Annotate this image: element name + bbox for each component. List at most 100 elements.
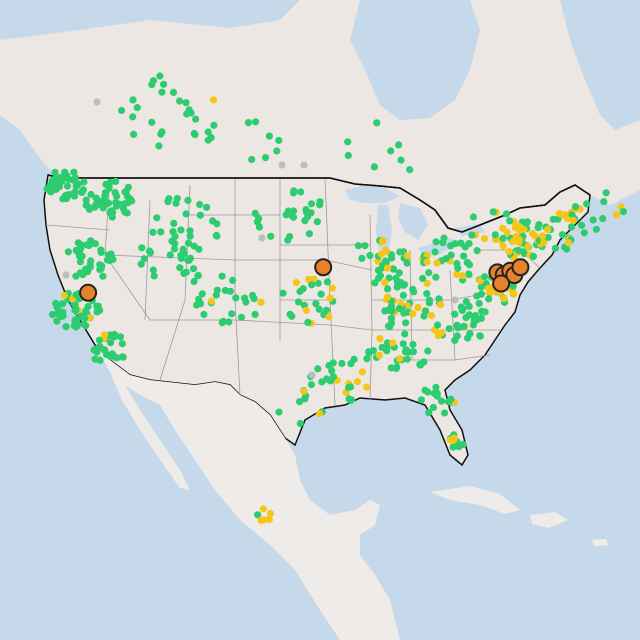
site-marker-good[interactable]	[191, 131, 199, 139]
site-marker-moderate[interactable]	[363, 383, 371, 391]
site-marker-moderate[interactable]	[396, 355, 404, 363]
site-marker-good[interactable]	[87, 190, 95, 199]
site-marker-moderate[interactable]	[310, 275, 318, 283]
site-marker-good[interactable]	[344, 151, 352, 160]
site-marker-good[interactable]	[395, 304, 403, 313]
site-marker-good[interactable]	[146, 249, 154, 257]
site-marker-good[interactable]	[265, 132, 273, 140]
site-marker-good[interactable]	[76, 247, 84, 255]
site-marker-moderate[interactable]	[433, 259, 441, 267]
site-marker-good[interactable]	[447, 251, 455, 259]
site-marker-good[interactable]	[509, 282, 517, 290]
site-marker-moderate[interactable]	[305, 275, 313, 283]
site-marker-good[interactable]	[453, 259, 461, 268]
site-marker-good[interactable]	[176, 264, 184, 272]
site-marker-good[interactable]	[43, 185, 51, 193]
site-marker-good[interactable]	[59, 300, 67, 308]
site-marker-good[interactable]	[345, 383, 353, 392]
site-marker-good[interactable]	[296, 398, 304, 406]
site-marker-good[interactable]	[425, 296, 433, 304]
site-marker-good[interactable]	[409, 340, 417, 349]
site-marker-good[interactable]	[296, 419, 304, 428]
site-marker-good[interactable]	[326, 377, 334, 385]
site-marker-good[interactable]	[72, 272, 80, 280]
site-marker-moderate[interactable]	[569, 216, 578, 225]
site-marker-good[interactable]	[213, 220, 221, 228]
site-marker-good[interactable]	[406, 166, 414, 174]
site-marker-good[interactable]	[160, 80, 168, 88]
site-marker-good[interactable]	[226, 287, 234, 295]
site-marker-moderate[interactable]	[403, 252, 411, 260]
site-marker-good[interactable]	[94, 196, 102, 205]
site-marker-good[interactable]	[469, 213, 478, 221]
site-marker-good[interactable]	[99, 204, 107, 212]
site-marker-good[interactable]	[171, 232, 179, 240]
site-marker-good[interactable]	[468, 231, 476, 239]
site-marker-good[interactable]	[81, 314, 89, 322]
site-marker-good[interactable]	[519, 248, 528, 256]
site-marker-good[interactable]	[113, 192, 121, 200]
site-marker-moderate[interactable]	[515, 226, 524, 234]
site-marker-moderate[interactable]	[515, 236, 524, 244]
site-marker-good[interactable]	[48, 311, 57, 319]
site-marker-good[interactable]	[307, 381, 315, 389]
site-marker-good[interactable]	[464, 259, 472, 267]
site-marker-good[interactable]	[124, 199, 132, 207]
site-marker-good[interactable]	[475, 299, 483, 308]
site-marker-good[interactable]	[54, 182, 62, 190]
site-marker-good[interactable]	[423, 290, 431, 298]
site-marker-moderate[interactable]	[377, 250, 385, 258]
site-marker-good[interactable]	[445, 325, 453, 333]
site-marker-good[interactable]	[98, 262, 106, 270]
site-marker-moderate[interactable]	[209, 96, 218, 104]
unhealthy-site-marker[interactable]	[511, 258, 530, 277]
site-marker-good[interactable]	[433, 392, 441, 400]
site-marker-good[interactable]	[76, 258, 84, 266]
site-marker-moderate[interactable]	[381, 279, 389, 287]
site-marker-good[interactable]	[185, 256, 193, 264]
site-marker-good[interactable]	[94, 302, 102, 310]
site-marker-good[interactable]	[51, 168, 59, 176]
site-marker-good[interactable]	[186, 232, 194, 240]
site-marker-good[interactable]	[200, 310, 208, 319]
site-marker-good[interactable]	[108, 350, 116, 358]
unhealthy-site-marker[interactable]	[314, 258, 333, 277]
site-marker-moderate[interactable]	[353, 378, 361, 386]
site-marker-good[interactable]	[180, 250, 188, 258]
site-marker-good[interactable]	[305, 230, 313, 238]
site-marker-moderate[interactable]	[292, 279, 300, 287]
site-marker-good[interactable]	[225, 318, 233, 326]
site-marker-moderate[interactable]	[528, 229, 537, 237]
site-marker-good[interactable]	[63, 182, 72, 190]
site-marker-good[interactable]	[290, 187, 298, 195]
site-marker-good[interactable]	[250, 295, 258, 303]
site-marker-moderate[interactable]	[437, 329, 445, 337]
site-marker-good[interactable]	[70, 192, 79, 200]
site-marker-good[interactable]	[455, 443, 463, 451]
site-marker-good[interactable]	[267, 232, 275, 240]
site-marker-good[interactable]	[149, 228, 157, 236]
site-marker-good[interactable]	[101, 189, 110, 197]
site-marker-good[interactable]	[393, 283, 401, 291]
site-marker-good[interactable]	[534, 224, 542, 232]
site-marker-good[interactable]	[338, 359, 346, 368]
site-marker-good[interactable]	[602, 189, 610, 197]
site-marker-good[interactable]	[568, 210, 576, 219]
site-marker-moderate[interactable]	[383, 264, 392, 272]
site-marker-good[interactable]	[431, 248, 439, 256]
site-marker-good[interactable]	[307, 200, 316, 208]
site-marker-good[interactable]	[176, 97, 184, 105]
site-marker-good[interactable]	[275, 136, 283, 145]
site-marker-good[interactable]	[420, 312, 428, 320]
site-marker-good[interactable]	[315, 305, 323, 313]
site-marker-good[interactable]	[451, 336, 459, 344]
site-marker-good[interactable]	[157, 130, 165, 138]
site-marker-good[interactable]	[87, 237, 95, 245]
site-marker-good[interactable]	[345, 395, 353, 403]
site-marker-good[interactable]	[251, 310, 259, 318]
site-marker-good[interactable]	[119, 353, 127, 361]
site-marker-good[interactable]	[84, 302, 92, 311]
site-marker-moderate[interactable]	[423, 258, 431, 266]
site-marker-good[interactable]	[79, 271, 87, 279]
site-marker-good[interactable]	[150, 272, 158, 280]
